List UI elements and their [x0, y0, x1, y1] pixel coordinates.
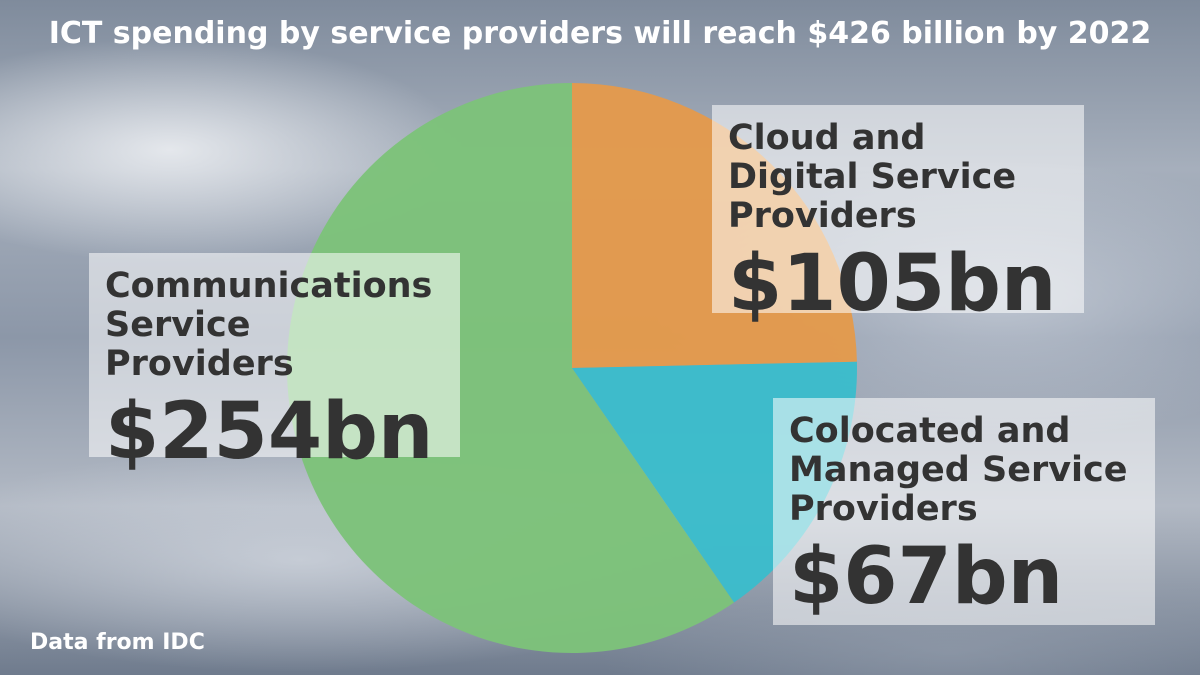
slice-label: Colocated and Managed Service Providers	[789, 411, 1128, 529]
label-box: Communications Service Providers $254bn	[89, 253, 460, 477]
label-box: Colocated and Managed Service Providers $…	[773, 398, 1155, 625]
slice-label: Communications Service Providers	[105, 266, 433, 384]
source-note: Data from IDC	[30, 630, 205, 655]
value-label: $67bn	[789, 532, 1064, 622]
pie-slice	[287, 83, 735, 653]
chart-title: ICT spending by service providers will r…	[48, 16, 1152, 51]
label-box: Cloud and Digital Service Providers $105b…	[712, 105, 1084, 329]
value-label: $105bn	[728, 239, 1057, 329]
slice-label: Cloud and Digital Service Providers	[728, 118, 1017, 236]
value-label: $254bn	[105, 387, 434, 477]
